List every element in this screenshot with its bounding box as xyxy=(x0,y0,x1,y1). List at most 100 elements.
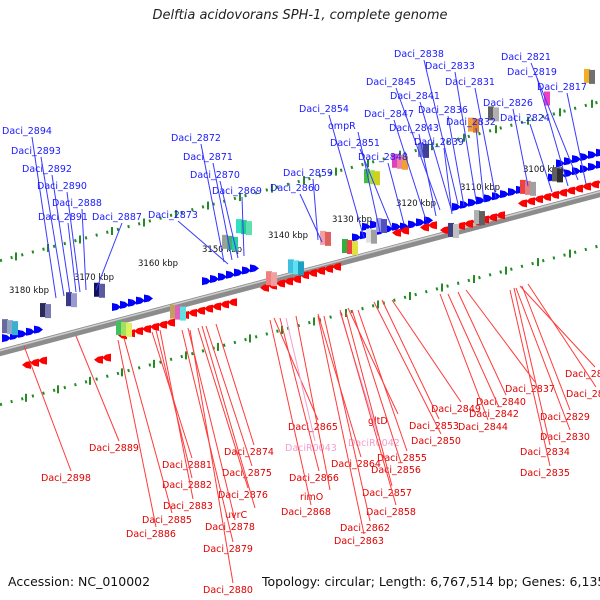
reverse-gene-arrow xyxy=(102,353,111,362)
label-leader-line xyxy=(529,123,553,193)
label-leader-line xyxy=(566,92,587,185)
ruler-label: 3170 kbp xyxy=(74,273,114,283)
forward-gene-arrow xyxy=(234,268,243,277)
reverse-gene-arrow xyxy=(558,188,567,197)
label-leader-line xyxy=(269,319,312,506)
label-leader-line xyxy=(75,335,120,442)
gene-label: rimO xyxy=(300,492,323,503)
label-leader-line xyxy=(359,148,393,229)
label-leader-line xyxy=(279,317,320,472)
gene-feature-block xyxy=(468,117,474,132)
gene-feature-block xyxy=(381,219,387,234)
forward-gene-arrow xyxy=(144,294,153,303)
gene-feature-block xyxy=(520,179,526,194)
gene-label: DaciR0042 xyxy=(348,438,400,449)
gene-feature-block xyxy=(448,222,454,237)
gene-label: Daci_2857 xyxy=(362,488,412,499)
reverse-gene-arrow xyxy=(276,279,285,288)
reverse-gene-arrow xyxy=(400,226,409,235)
reverse-gene-arrow xyxy=(22,360,31,369)
gene-feature-block xyxy=(45,304,51,319)
gene-label: Daci_2863 xyxy=(334,536,384,547)
label-leader-line xyxy=(200,143,225,263)
accession-text: Accession: NC_010002 xyxy=(8,574,151,589)
gene-feature-block xyxy=(366,228,372,243)
gene-feature-block xyxy=(479,211,485,226)
forward-gene-arrow xyxy=(26,327,35,336)
gene-label: Daci_2892 xyxy=(22,164,72,175)
reverse-gene-arrow xyxy=(496,211,505,220)
gene-feature-block xyxy=(126,322,132,337)
reverse-gene-arrow xyxy=(440,226,449,235)
reverse-gene-arrow xyxy=(550,190,559,199)
forward-gene-arrow xyxy=(476,196,485,205)
gene-feature-block xyxy=(557,168,563,183)
label-leader-line xyxy=(387,162,405,225)
reverse-gene-arrow xyxy=(542,193,551,202)
label-leader-line xyxy=(530,62,579,181)
label-leader-line xyxy=(31,136,57,299)
gene-feature-block xyxy=(293,260,299,275)
forward-gene-arrow xyxy=(424,216,433,225)
label-leader-line xyxy=(418,133,437,217)
forward-gene-arrow xyxy=(250,264,259,273)
gene-label: Daci_2879 xyxy=(203,544,253,555)
gene-label: Daci_2830 xyxy=(540,432,590,443)
gene-label: Daci_2834 xyxy=(520,447,570,458)
gene-label: Daci_2821 xyxy=(501,52,551,63)
forward-gene-arrow xyxy=(564,169,573,178)
reverse-gene-arrow xyxy=(134,327,143,336)
reverse-gene-arrow xyxy=(308,269,317,278)
forward-gene-arrow xyxy=(484,194,493,203)
gene-feature-block xyxy=(271,272,277,287)
gene-feature-block xyxy=(473,118,479,133)
gene-feature-block xyxy=(175,305,181,320)
ruler-label: 3180 kbp xyxy=(9,286,49,296)
gene-label: uvrC xyxy=(225,510,248,521)
gene-feature-block xyxy=(374,171,380,186)
gene-label: Daci_2875 xyxy=(222,468,272,479)
gene-feature-block xyxy=(180,306,186,321)
forward-gene-arrow xyxy=(588,162,597,171)
gene-label: gltD xyxy=(368,416,388,427)
label-leader-line xyxy=(181,329,234,543)
label-leader-line xyxy=(51,174,71,295)
topology-text: Topology: circular; Length: 6,767,514 bp… xyxy=(262,574,600,589)
ruler-label: 3140 kbp xyxy=(268,231,308,241)
forward-gene-arrow xyxy=(468,198,477,207)
label-leader-line xyxy=(515,287,571,431)
label-leader-line xyxy=(395,87,441,211)
label-leader-line xyxy=(521,285,571,411)
reverse-gene-arrow xyxy=(392,228,401,237)
gene-label: Daci_2844 xyxy=(458,422,508,433)
gene-label: Daci_2849 xyxy=(431,404,481,415)
gene-feature-block xyxy=(222,234,228,249)
gene-feature-block xyxy=(376,218,382,233)
gene-feature-block xyxy=(423,143,429,158)
forward-gene-arrow xyxy=(370,220,379,229)
forward-gene-arrow xyxy=(352,233,361,242)
label-leader-line xyxy=(357,309,408,452)
forward-gene-arrow xyxy=(210,275,219,284)
label-leader-line xyxy=(475,127,485,203)
forward-gene-arrow xyxy=(452,202,461,211)
gene-label: Daci_2881 xyxy=(162,460,212,471)
label-leader-line xyxy=(527,283,597,388)
ruler-label: 3100 kbp xyxy=(523,165,563,175)
label-leader-line xyxy=(345,311,393,487)
gene-label: Daci_2837 xyxy=(505,384,555,395)
gene-label: Daci_2833 xyxy=(425,61,475,72)
ruler-track-top xyxy=(0,100,600,263)
gene-label: Daci_2880 xyxy=(203,585,253,596)
forward-gene-arrow xyxy=(34,325,43,334)
label-leader-line xyxy=(295,315,331,491)
forward-gene-arrow xyxy=(408,220,417,229)
gene-feature-block xyxy=(2,319,8,334)
forward-gene-arrow xyxy=(18,329,27,338)
gene-feature-block xyxy=(7,320,13,335)
label-leader-line xyxy=(215,323,255,446)
label-leader-line xyxy=(419,101,453,213)
label-leader-line xyxy=(219,180,239,259)
forward-gene-arrow xyxy=(2,334,11,343)
forward-gene-arrow xyxy=(202,277,211,286)
